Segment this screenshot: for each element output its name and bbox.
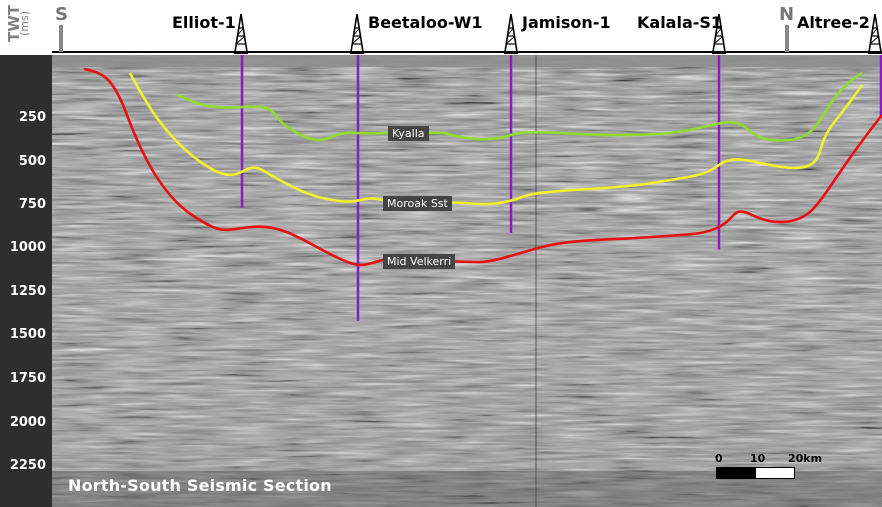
axis-tick-label: 1000: [9, 240, 46, 255]
derrick-icon: [712, 14, 726, 54]
well-label-altree: Altree-2: [797, 13, 870, 32]
axis-tick-label: 2250: [9, 458, 46, 473]
section-top-line: [52, 51, 882, 53]
axis-tick-label: 1250: [9, 284, 46, 299]
horizon-label-kyalla: Kyalla: [388, 126, 429, 141]
well-label-beetaloo: Beetaloo-W1: [368, 13, 483, 32]
horizon-line: [128, 72, 864, 206]
axis-tick-label: 750: [18, 197, 46, 212]
section-caption: North-South Seismic Section: [68, 476, 332, 495]
horizon-label-velkerri: Mid Velkerri: [383, 254, 456, 269]
scale-label-10: 10: [750, 452, 766, 465]
scale-label-0: 0: [715, 452, 723, 465]
header-bar: TWT (ms) S N Elliot-1 Beetaloo-W1 Jamiso…: [0, 0, 882, 55]
seismic-image: [52, 55, 882, 507]
horizon-line: [83, 67, 882, 267]
derrick-icon: [234, 14, 248, 54]
derrick-icon: [868, 14, 882, 54]
axis-tick-label: 500: [18, 154, 46, 169]
south-marker: S: [55, 4, 68, 25]
axis-unit: (ms): [18, 10, 32, 37]
well-label-kalala: Kalala-S1: [637, 13, 723, 32]
seismic-section: Kyalla Moroak Sst Mid Velkerri: [52, 55, 882, 507]
axis-tick-label: 1750: [9, 371, 46, 386]
horizon-lines: [83, 67, 882, 267]
time-axis: 250 500 750 1000 1250 1500 1750 2000 225…: [0, 55, 52, 507]
well-label-elliot: Elliot-1: [172, 13, 236, 32]
horizon-line: [176, 71, 863, 142]
well-traces: [240, 55, 882, 321]
axis-tick-label: 1500: [9, 327, 46, 342]
horizon-label-moroak: Moroak Sst: [383, 196, 452, 211]
scale-label-20: 20km: [788, 452, 823, 465]
axis-tick-label: 2000: [9, 415, 46, 430]
north-marker-line: [785, 25, 789, 52]
scale-bar-segment: [716, 467, 756, 479]
north-marker: N: [779, 4, 795, 25]
derrick-icon: [350, 14, 364, 54]
well-label-jamison: Jamison-1: [522, 13, 611, 32]
scale-bar-segment: [755, 467, 795, 479]
south-marker-line: [59, 25, 63, 52]
axis-tick-label: 250: [18, 110, 46, 125]
derrick-icon: [504, 14, 518, 54]
